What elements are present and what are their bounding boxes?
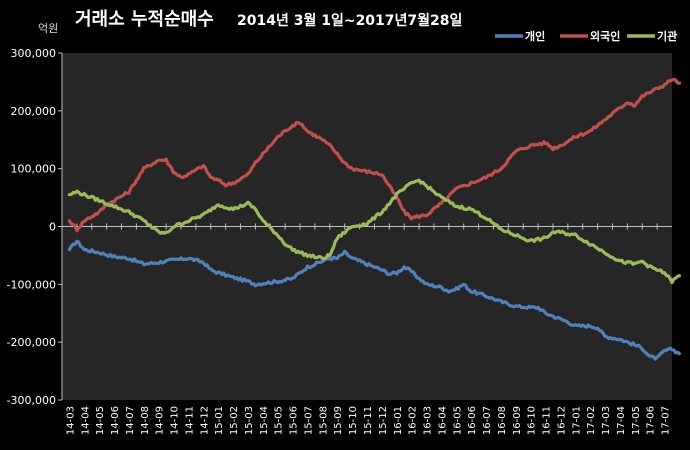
series-line-2: [67, 77, 681, 233]
y-tick-label: 300,000: [11, 47, 57, 60]
chart-title: 거래소 누적순매수: [75, 9, 214, 30]
x-tick-label: 16-05: [452, 406, 463, 435]
x-tick-label: 17-01: [571, 406, 582, 435]
x-tick-label: 17-04: [616, 406, 627, 435]
legend-label: 외국인: [590, 29, 620, 43]
y-axis-unit: 억원: [38, 22, 58, 35]
x-tick-label: 15-08: [318, 406, 329, 435]
x-tick-label: 14-08: [140, 406, 151, 435]
legend-label: 개인: [525, 29, 545, 43]
y-tick-label: -100,000: [7, 278, 56, 291]
x-tick-label: 15-12: [378, 406, 389, 435]
series-line-3: [67, 178, 681, 285]
x-tick-label: 16-12: [556, 406, 567, 435]
x-tick-label: 15-05: [274, 406, 285, 435]
x-tick-label: 15-01: [214, 406, 225, 435]
chart-subtitle: 2014년 3월 1일~2017년7월28일: [237, 12, 462, 29]
x-tick-label: 15-03: [244, 406, 255, 435]
x-tick-label: 14-05: [95, 406, 106, 435]
y-tick-label: -200,000: [7, 336, 56, 349]
legend: 개인 외국인 기관: [495, 29, 677, 43]
x-tick-label: 17-03: [601, 406, 612, 435]
x-tick-label: 16-04: [437, 406, 448, 435]
x-tick-label: 16-07: [482, 406, 493, 435]
x-tick-label: 14-12: [199, 406, 210, 435]
x-tick-label: 15-10: [348, 406, 359, 435]
x-tick-label: 14-11: [184, 406, 195, 435]
x-tick-label: 14-09: [155, 406, 166, 435]
x-tick-label: 17-05: [631, 406, 642, 435]
x-tick-label: 16-08: [497, 406, 508, 435]
x-tick-label: 15-07: [303, 406, 314, 435]
x-tick-label: 14-07: [125, 406, 136, 435]
x-tick-label: 14-10: [170, 406, 181, 435]
x-tick-label: 16-09: [512, 406, 523, 435]
x-tick-label: 16-02: [408, 406, 419, 435]
x-tick-label: 16-11: [542, 406, 553, 435]
y-tick-label: 200,000: [11, 105, 57, 118]
x-tick-label: 14-03: [65, 406, 76, 435]
x-tick-label: 15-06: [289, 406, 300, 435]
x-tick-label: 16-03: [423, 406, 434, 435]
x-tick-label: 15-11: [363, 406, 374, 435]
x-tick-label: 14-06: [110, 406, 121, 435]
x-tick-label: 14-04: [80, 406, 91, 435]
y-tick-label: 0: [49, 221, 56, 234]
x-tick-label: 17-07: [661, 406, 672, 435]
x-tick-label: 16-10: [527, 406, 538, 435]
x-tick-label: 17-02: [586, 406, 597, 435]
x-tick-label: 15-02: [229, 406, 240, 435]
x-tick-label: 16-06: [467, 406, 478, 435]
x-tick-label: 17-06: [646, 406, 657, 435]
y-tick-label: 100,000: [11, 163, 57, 176]
x-tick-label: 15-09: [333, 406, 344, 435]
legend-label: 기관: [657, 29, 677, 43]
x-tick-label: 16-01: [393, 406, 404, 435]
x-tick-label: 15-04: [259, 406, 270, 435]
series-line-1: [67, 239, 681, 361]
y-tick-label: -300,000: [7, 394, 56, 407]
